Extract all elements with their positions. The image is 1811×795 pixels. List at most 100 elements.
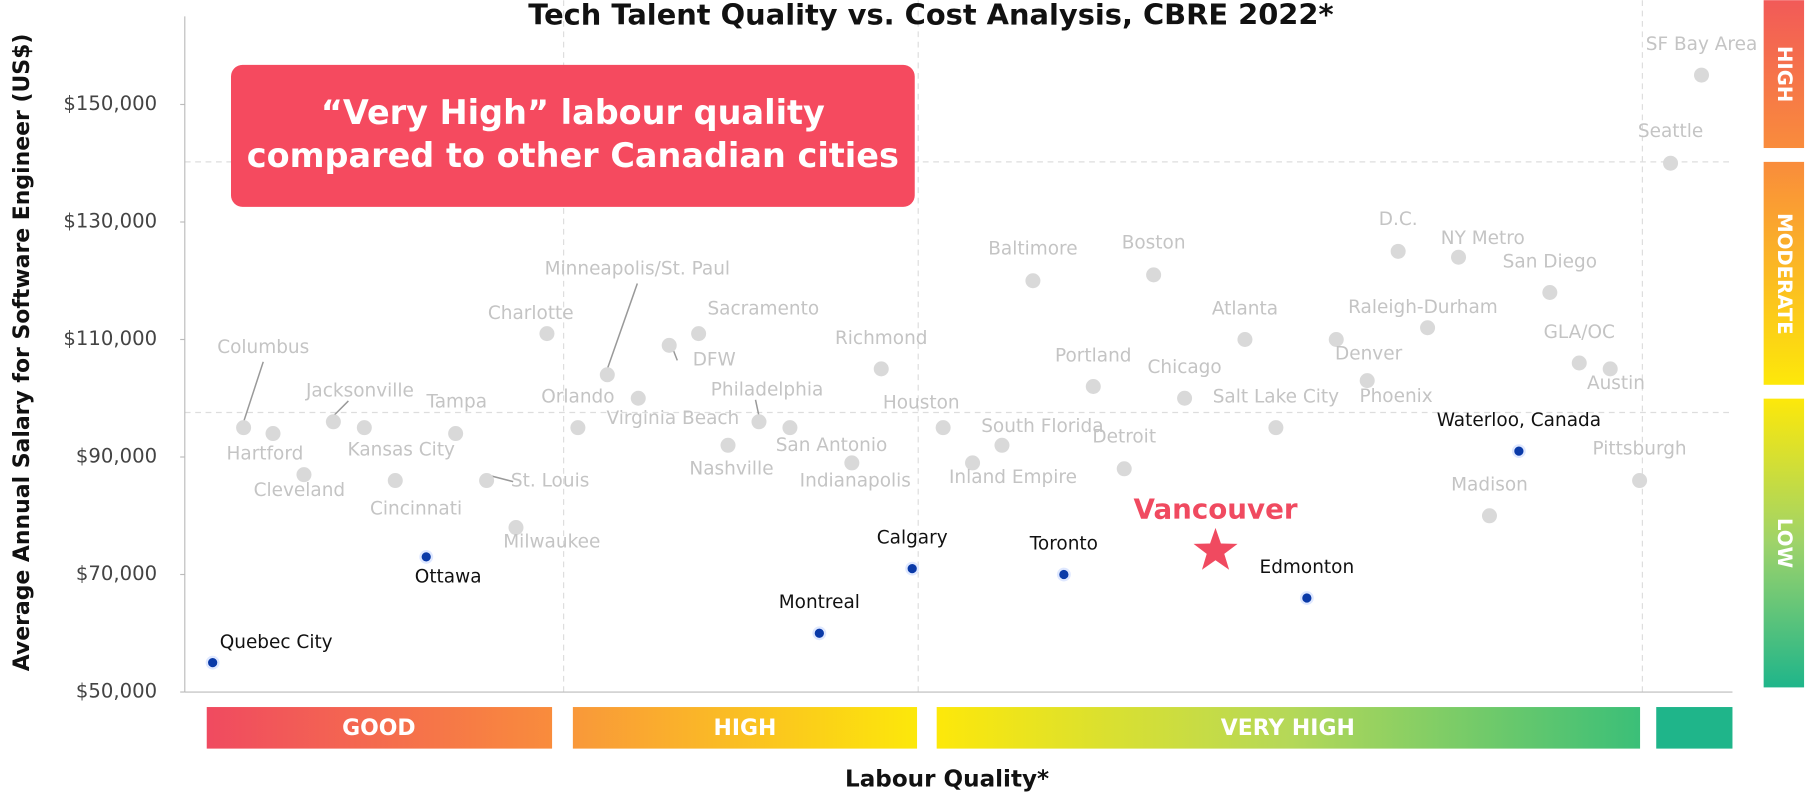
band bbox=[936, 707, 1641, 749]
point bbox=[691, 326, 707, 342]
highlight-label: Vancouver bbox=[1134, 493, 1298, 526]
point bbox=[844, 455, 860, 471]
point bbox=[994, 437, 1010, 453]
y-tick-label: $130,000 bbox=[63, 209, 157, 232]
point-label: Madison bbox=[1451, 475, 1528, 496]
point bbox=[1025, 273, 1041, 289]
point bbox=[1085, 378, 1101, 395]
point bbox=[508, 520, 524, 536]
band-label: MODERATE bbox=[1773, 213, 1796, 334]
annotation: “Very High” labour quality bbox=[321, 93, 825, 132]
point bbox=[1694, 67, 1710, 83]
point-label: San Antonio bbox=[776, 435, 888, 456]
point-label: Calgary bbox=[877, 528, 948, 549]
y-tick-label: $150,000 bbox=[63, 92, 157, 115]
point-label: Boston bbox=[1122, 233, 1186, 254]
point bbox=[812, 626, 827, 641]
point bbox=[1420, 320, 1436, 336]
point-label: D.C. bbox=[1379, 209, 1418, 230]
point bbox=[751, 414, 767, 430]
y-tick-label: $70,000 bbox=[76, 562, 157, 585]
annotation: compared to other Canadian cities bbox=[247, 136, 899, 175]
point bbox=[1602, 361, 1618, 377]
band-label: GOOD bbox=[342, 716, 416, 741]
point-label: Richmond bbox=[835, 328, 928, 349]
point-label: Quebec City bbox=[220, 632, 333, 653]
point-label: Minneapolis/St. Paul bbox=[545, 259, 730, 280]
point bbox=[356, 420, 372, 436]
point bbox=[539, 326, 555, 342]
point-label: Phoenix bbox=[1359, 386, 1432, 407]
point bbox=[1571, 355, 1587, 371]
grid bbox=[184, 0, 1733, 693]
point bbox=[599, 367, 615, 383]
point bbox=[782, 420, 798, 436]
chart-title: Tech Talent Quality vs. Cost Analysis, C… bbox=[528, 0, 1333, 31]
point-label: Houston bbox=[883, 392, 960, 413]
point-label: South Florida bbox=[981, 416, 1103, 437]
point bbox=[661, 337, 677, 353]
point-label: Orlando bbox=[541, 387, 614, 408]
annotation-box bbox=[230, 64, 915, 207]
point-label: Charlotte bbox=[488, 303, 574, 324]
point bbox=[720, 437, 736, 453]
y-tick-label: $90,000 bbox=[76, 445, 157, 468]
point bbox=[1451, 249, 1467, 265]
band bbox=[1763, 398, 1805, 688]
point bbox=[1299, 591, 1314, 605]
point bbox=[265, 425, 281, 442]
point bbox=[1542, 284, 1558, 301]
band bbox=[1763, 161, 1805, 385]
point bbox=[1237, 331, 1253, 348]
point-label: Cincinnati bbox=[370, 498, 462, 519]
point-label: Raleigh-Durham bbox=[1348, 297, 1498, 318]
point bbox=[1056, 567, 1071, 582]
point-label: Kansas City bbox=[348, 440, 456, 461]
y-axis-label: Average Annual Salary for Software Engin… bbox=[10, 34, 35, 672]
point-label: Toronto bbox=[1029, 533, 1098, 554]
point-label: Denver bbox=[1335, 344, 1403, 365]
point bbox=[1390, 243, 1406, 259]
point bbox=[1328, 331, 1344, 348]
point bbox=[1268, 420, 1284, 436]
band-label: LOW bbox=[1773, 518, 1796, 568]
point-label: Philadelphia bbox=[711, 380, 824, 401]
band bbox=[206, 707, 553, 749]
point-label: St. Louis bbox=[511, 471, 589, 492]
point bbox=[479, 473, 495, 489]
band-label: HIGH bbox=[714, 716, 777, 741]
point-label: GLA/OC bbox=[1544, 322, 1615, 343]
leader-line bbox=[242, 361, 264, 423]
point-label: DFW bbox=[693, 349, 736, 370]
point bbox=[570, 420, 586, 436]
point bbox=[1511, 444, 1526, 459]
point bbox=[387, 473, 403, 489]
point bbox=[236, 420, 252, 436]
band bbox=[1763, 0, 1805, 149]
point-label: Montreal bbox=[779, 592, 860, 613]
point bbox=[935, 420, 951, 436]
band bbox=[1656, 707, 1733, 749]
point bbox=[296, 467, 312, 483]
point bbox=[325, 414, 341, 430]
point-label: Inland Empire bbox=[949, 467, 1077, 488]
point-label: Detroit bbox=[1092, 427, 1156, 448]
point bbox=[1116, 461, 1132, 477]
point bbox=[630, 390, 646, 406]
point-label: Austin bbox=[1587, 373, 1645, 394]
point-label: Ottawa bbox=[415, 567, 482, 588]
point-label: Nashville bbox=[689, 459, 773, 480]
point-label: Edmonton bbox=[1260, 557, 1355, 578]
leader-line bbox=[332, 400, 349, 417]
point-label: Cleveland bbox=[254, 480, 346, 501]
point-label: Tampa bbox=[426, 391, 488, 412]
point-label: SF Bay Area bbox=[1646, 34, 1758, 55]
leader-line bbox=[606, 283, 639, 370]
point-label: Pittsburgh bbox=[1593, 438, 1687, 459]
point bbox=[1359, 373, 1375, 389]
point-label: Portland bbox=[1055, 345, 1132, 366]
point-label: Columbus bbox=[217, 337, 309, 358]
point bbox=[448, 425, 464, 442]
y-tick-label: $110,000 bbox=[63, 327, 157, 350]
point bbox=[1663, 155, 1679, 171]
